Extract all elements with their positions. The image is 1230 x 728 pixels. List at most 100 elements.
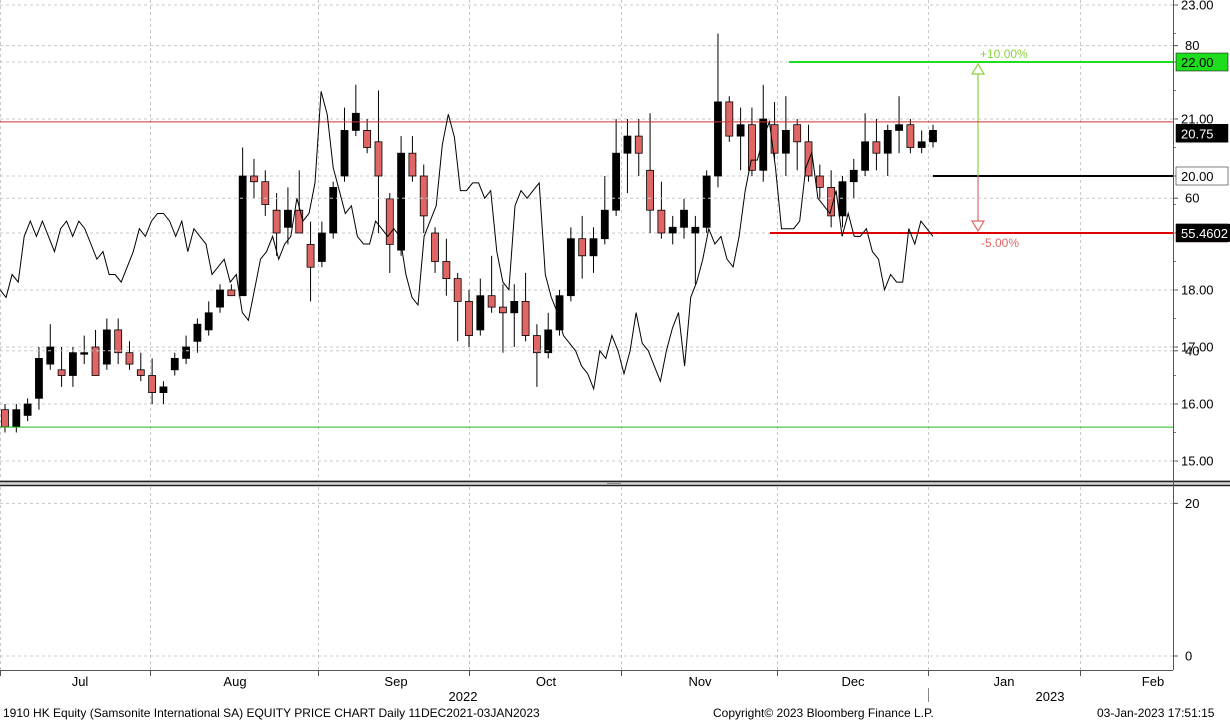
candle-body xyxy=(329,186,338,234)
candle-body xyxy=(238,175,247,297)
candle-body xyxy=(499,306,507,314)
candle-body xyxy=(12,409,21,428)
rsi-tick-label: 40 xyxy=(1185,343,1199,358)
candle-body xyxy=(227,289,236,297)
stop-annotation: -5.00% xyxy=(981,236,1019,250)
candle-body xyxy=(148,375,157,394)
candle-body xyxy=(317,232,326,262)
stop-arrow-head xyxy=(970,220,986,233)
candle-body xyxy=(102,329,111,365)
candle-body xyxy=(408,152,417,177)
candle-body xyxy=(566,238,575,297)
candle-body xyxy=(340,129,349,177)
footer-copyright: Copyright© 2023 Bloomberg Finance L.P. xyxy=(713,706,934,720)
rsi-series-line xyxy=(0,91,934,391)
candle-body xyxy=(46,346,55,365)
entry-price-tag: 20.00 xyxy=(1175,166,1229,186)
candle-body xyxy=(442,261,451,280)
x-month-label: Jul xyxy=(72,674,89,689)
rsi-grid xyxy=(0,45,1173,670)
footer-title: 1910 HK Equity (Samsonite International … xyxy=(3,706,540,720)
candle-body xyxy=(419,175,428,217)
candle-body xyxy=(284,209,292,228)
x-month-label: Jan xyxy=(994,674,1015,689)
price-tick-label: 15.00 xyxy=(1181,454,1214,469)
candle-body xyxy=(838,181,847,217)
candle-body xyxy=(702,175,711,228)
price-tick-label: 16.00 xyxy=(1181,397,1214,412)
candle-body xyxy=(114,329,123,354)
last-price-tag: 20.75 xyxy=(1175,124,1229,143)
price-grid xyxy=(0,0,1173,481)
candle-body xyxy=(600,209,609,240)
candle-body xyxy=(476,295,485,331)
price-tick-label: 17.00 xyxy=(1181,340,1214,355)
candle-body xyxy=(883,129,892,154)
footer-timestamp: 03-Jan-2023 17:51:15 xyxy=(1097,706,1215,720)
target-arrow-head xyxy=(970,62,986,75)
candle-body xyxy=(374,141,383,177)
x-axis: Jul Aug Sep Oct Nov Dec Jan Feb 2022 2023 xyxy=(0,670,1173,704)
candle-body xyxy=(57,369,66,376)
candle-body xyxy=(125,352,134,365)
candle-body xyxy=(397,152,405,251)
candle-body xyxy=(204,312,213,331)
x-year-label: 2022 xyxy=(449,689,478,704)
candle-body xyxy=(917,141,926,148)
rsi-tick-label: 0 xyxy=(1185,649,1192,664)
candle-body xyxy=(487,295,496,308)
candle-body xyxy=(261,181,270,205)
x-month-label: Feb xyxy=(1142,674,1164,689)
candle-body xyxy=(216,289,224,308)
candle-body xyxy=(872,141,881,154)
x-month-label: Sep xyxy=(384,674,407,689)
candle-body xyxy=(804,141,813,177)
x-year-label: 2023 xyxy=(1036,689,1065,704)
candle-body xyxy=(770,124,779,154)
candle-body xyxy=(80,352,89,355)
rsi-axis: 02040608010055.4602 xyxy=(1173,38,1230,664)
entry-price-tag-box xyxy=(1175,166,1229,186)
candle-body xyxy=(453,278,462,302)
candle-body xyxy=(861,141,869,171)
rsi-last-value-tag: 55.4602 xyxy=(1176,223,1230,242)
candle-body xyxy=(827,186,836,217)
rsi-lines xyxy=(0,91,1173,428)
candle-body xyxy=(431,232,439,262)
candle-body xyxy=(69,352,77,376)
candle-body xyxy=(781,129,790,154)
candle-body xyxy=(533,335,541,354)
candle-body xyxy=(510,300,519,314)
candle-body xyxy=(521,300,530,336)
candle-body xyxy=(159,386,168,393)
candle-body xyxy=(815,175,824,188)
last-price-tag-text: 20.75 xyxy=(1181,126,1214,141)
rsi-last-value-text: 55.4602 xyxy=(1181,226,1228,241)
candle-body xyxy=(589,238,598,257)
x-month-label: Aug xyxy=(223,674,246,689)
candle-body xyxy=(578,238,587,257)
price-tick-label: 21.00 xyxy=(1181,112,1214,127)
candle-body xyxy=(748,124,756,171)
candle-body xyxy=(250,175,258,183)
x-month-label: Dec xyxy=(841,674,865,689)
candle-body xyxy=(929,129,937,143)
target-price-tag-box xyxy=(1175,52,1229,72)
price-candles xyxy=(1,33,937,433)
entry-price-tag-text: 20.00 xyxy=(1181,169,1214,184)
candle-body xyxy=(906,124,915,148)
candle-body xyxy=(691,226,700,234)
candle-body xyxy=(1,409,9,428)
candle-body xyxy=(668,226,677,234)
candle-body xyxy=(725,101,734,137)
x-month-label: Oct xyxy=(536,674,557,689)
candle-body xyxy=(193,323,202,342)
candle-body xyxy=(91,346,100,376)
candle-body xyxy=(363,129,372,148)
x-month-label: Nov xyxy=(688,674,712,689)
target-annotation: +10.00% xyxy=(980,47,1028,61)
candle-body xyxy=(272,209,281,234)
candle-body xyxy=(306,243,315,268)
candle-body xyxy=(634,135,643,154)
